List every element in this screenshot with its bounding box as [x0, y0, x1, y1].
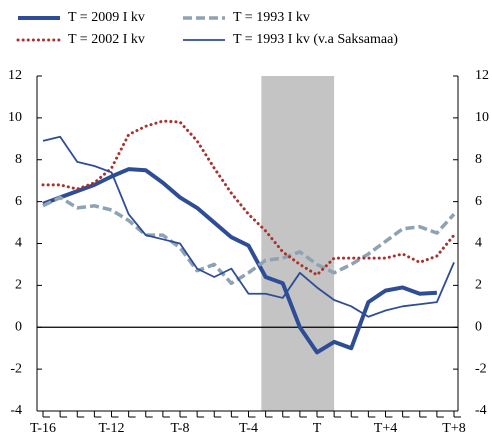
y2-tick-label: 12: [475, 68, 489, 83]
x-tick-label: T-8: [171, 421, 190, 436]
y-tick-label: 6: [15, 194, 22, 209]
y-tick-label: 2: [15, 278, 22, 293]
y2-tick-label: 6: [475, 194, 482, 209]
shaded-period: [261, 76, 335, 411]
y2-tick-label: 2: [475, 278, 482, 293]
x-tick-label: T-4: [239, 421, 258, 436]
legend-label: T = 1993 I kv (v.a Saksamaa): [233, 32, 398, 47]
y2-tick-label: 10: [475, 110, 489, 125]
y2-tick-label: -4: [475, 403, 487, 418]
legend-label: T = 2009 I kv: [68, 10, 145, 25]
y2-tick-label: 8: [475, 152, 482, 167]
series-line: [42, 167, 437, 355]
legend-label: T = 2002 I kv: [68, 32, 145, 47]
y2-tick-label: 0: [475, 319, 482, 334]
y-tick-label: 4: [15, 236, 22, 251]
y-tick-label: 10: [8, 110, 22, 125]
y2-tick-label: -2: [475, 361, 487, 376]
x-tick-label: T+8: [442, 421, 465, 436]
series-line: [41, 119, 456, 277]
y2-tick-label: 4: [475, 236, 482, 251]
y-tick-label: 0: [15, 319, 22, 334]
y-tick-label: 8: [15, 152, 22, 167]
y-tick-label: 12: [8, 68, 22, 83]
x-tick-label: T-12: [99, 421, 125, 436]
series-line: [42, 135, 455, 318]
x-tick-label: T+4: [374, 421, 397, 436]
y-tick-label: -2: [10, 361, 22, 376]
x-tick-label: T: [313, 421, 322, 436]
series-line: [42, 195, 456, 286]
legend-label: T = 1993 I kv: [233, 10, 310, 25]
y-tick-label: -4: [10, 403, 22, 418]
x-tick-label: T-16: [30, 421, 56, 436]
